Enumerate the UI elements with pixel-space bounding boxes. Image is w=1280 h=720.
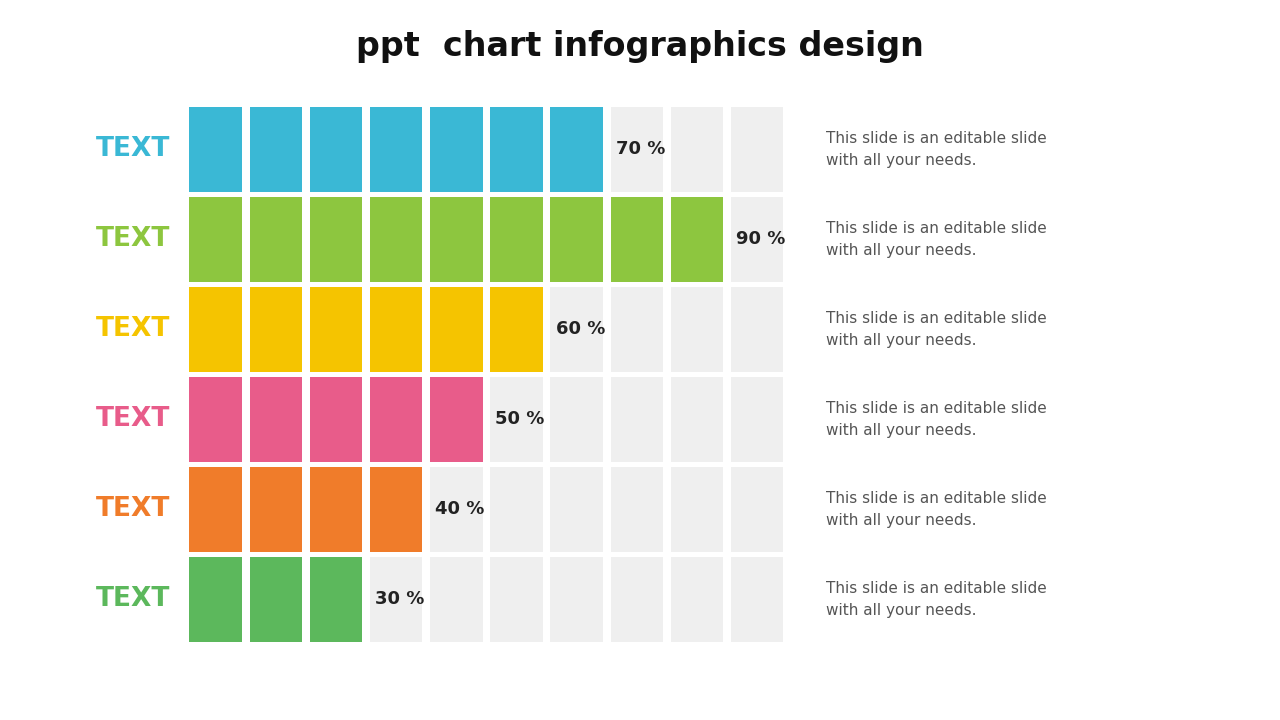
Text: This slide is an editable slide
with all your needs.: This slide is an editable slide with all… bbox=[826, 131, 1046, 168]
Text: 60 %: 60 % bbox=[556, 320, 605, 338]
Text: TEXT: TEXT bbox=[96, 316, 170, 343]
Text: 50 %: 50 % bbox=[495, 410, 545, 428]
Text: This slide is an editable slide
with all your needs.: This slide is an editable slide with all… bbox=[826, 221, 1046, 258]
Text: This slide is an editable slide
with all your needs.: This slide is an editable slide with all… bbox=[826, 581, 1046, 618]
Text: TEXT: TEXT bbox=[96, 406, 170, 433]
Text: This slide is an editable slide
with all your needs.: This slide is an editable slide with all… bbox=[826, 311, 1046, 348]
Text: TEXT: TEXT bbox=[96, 226, 170, 253]
Text: 30 %: 30 % bbox=[375, 590, 425, 608]
Text: TEXT: TEXT bbox=[96, 586, 170, 613]
Text: 70 %: 70 % bbox=[616, 140, 666, 158]
Text: 40 %: 40 % bbox=[435, 500, 485, 518]
Text: This slide is an editable slide
with all your needs.: This slide is an editable slide with all… bbox=[826, 401, 1046, 438]
Text: ppt  chart infographics design: ppt chart infographics design bbox=[356, 30, 924, 63]
Text: TEXT: TEXT bbox=[96, 136, 170, 163]
Text: 90 %: 90 % bbox=[736, 230, 786, 248]
Text: This slide is an editable slide
with all your needs.: This slide is an editable slide with all… bbox=[826, 491, 1046, 528]
Text: TEXT: TEXT bbox=[96, 496, 170, 523]
